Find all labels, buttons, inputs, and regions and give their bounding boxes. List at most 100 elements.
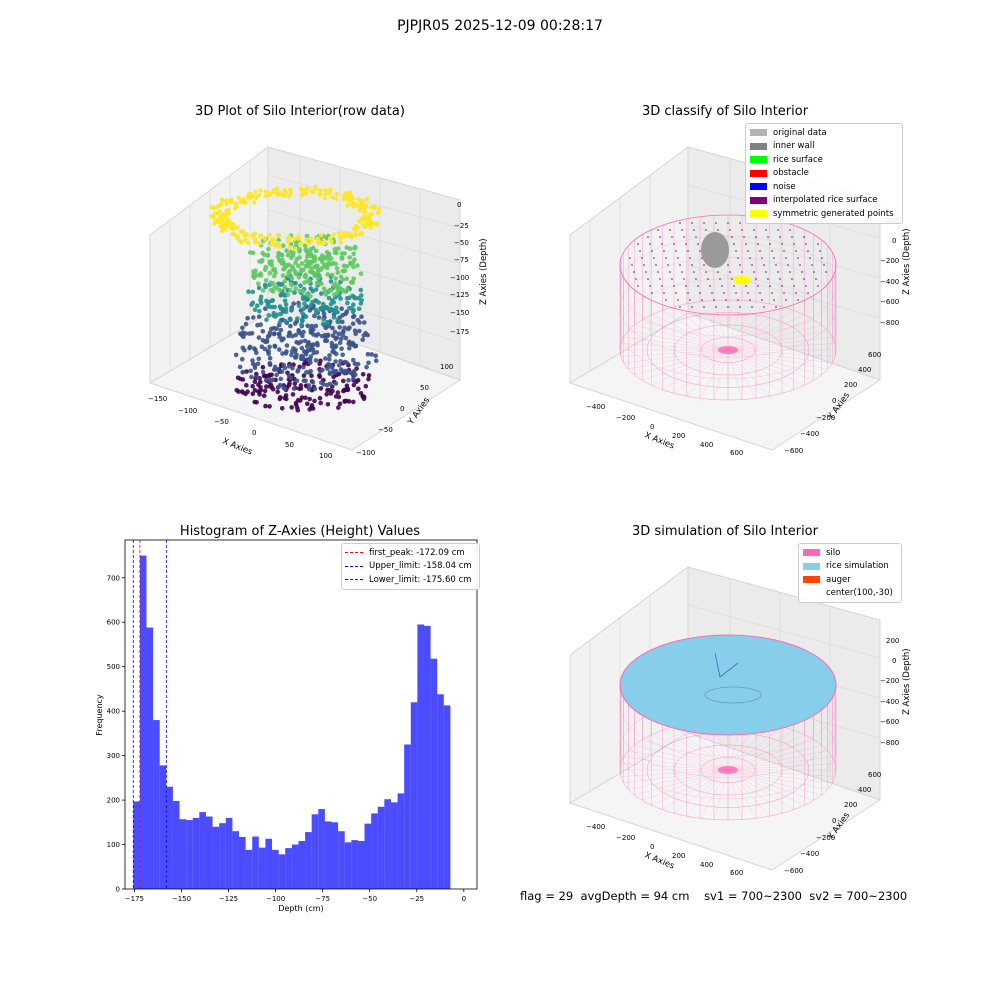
- silo-floor-spoke: [727, 349, 836, 357]
- interpolated-point: [711, 292, 713, 294]
- interpolated-point: [807, 292, 809, 294]
- interpolated-point: [765, 229, 767, 231]
- interpolated-point: [729, 229, 731, 231]
- raw-point: [348, 246, 353, 251]
- interpolated-point: [757, 285, 759, 287]
- raw-point: [332, 250, 338, 255]
- silo-floor-spoke: [727, 744, 822, 771]
- interpolated-point: [727, 264, 729, 266]
- raw-point: [362, 320, 367, 325]
- raw-point: [338, 274, 344, 280]
- raw-point: [368, 218, 373, 223]
- raw-point: [302, 338, 308, 344]
- raw-point: [338, 336, 344, 342]
- raw-point: [369, 352, 374, 357]
- raw-point: [260, 329, 266, 334]
- histogram-bar: [371, 813, 378, 889]
- interpolated-point: [797, 299, 799, 301]
- raw-point: [350, 340, 356, 346]
- silo-floor-spoke: [727, 769, 805, 806]
- simulation-legend-swatch: [803, 549, 820, 557]
- classify-xtick: 400: [700, 441, 713, 449]
- silo-floor-spoke: [623, 756, 729, 771]
- interpolated-point: [691, 306, 693, 308]
- interpolated-point: [823, 264, 825, 266]
- raw-xtick: 50: [285, 441, 294, 449]
- histogram-bar: [219, 823, 226, 889]
- raw-point: [283, 190, 288, 195]
- interpolated-point: [669, 229, 671, 231]
- raw-point: [224, 198, 229, 203]
- raw-point: [315, 342, 320, 348]
- interpolated-point: [803, 236, 805, 238]
- histogram-chart: −175 −150 −125 −100 −75 −50 −25 0 0 100 200 300 400…: [95, 539, 478, 913]
- interpolated-point: [663, 250, 665, 252]
- raw-point: [358, 391, 364, 396]
- raw-point: [335, 319, 340, 325]
- interpolated-point: [751, 264, 753, 266]
- raw-point: [267, 270, 273, 276]
- interpolated-point: [717, 229, 719, 231]
- raw-point: [277, 244, 282, 249]
- simulation-ztick: −400: [880, 698, 899, 706]
- raw-point: [219, 220, 224, 225]
- silo-floor-spoke: [727, 336, 833, 351]
- raw-point: [326, 362, 331, 367]
- interpolated-point: [701, 299, 703, 301]
- histogram-bar: [172, 800, 180, 889]
- simulation-ytick: 400: [858, 786, 871, 794]
- simulation-xtick: 0: [650, 843, 654, 851]
- raw-point: [318, 386, 324, 391]
- interpolated-point: [817, 285, 819, 287]
- interpolated-point: [773, 257, 775, 259]
- classify-ztick: −800: [880, 319, 899, 327]
- raw-point: [275, 389, 280, 395]
- simulation-tick-labels: −400 −200 0 200 400 600 −600 −400 −200 0…: [586, 637, 899, 877]
- raw-point: [224, 216, 229, 221]
- histogram-y-tick-label: 700: [107, 574, 120, 582]
- raw-point: [342, 325, 347, 331]
- rice-surface-depression: [704, 686, 762, 704]
- histogram-x-tick-label: −75: [315, 895, 330, 903]
- interpolated-point: [647, 278, 649, 280]
- histogram-bar: [278, 854, 286, 889]
- interpolated-point: [649, 285, 651, 287]
- interpolated-point: [739, 222, 741, 224]
- silo-floor-spoke: [727, 310, 794, 351]
- raw-point: [304, 292, 310, 297]
- interpolated-point: [733, 285, 735, 287]
- raw-point: [315, 236, 320, 241]
- silo-floor-center: [718, 346, 738, 354]
- silo-floor-spoke: [651, 314, 729, 351]
- raw-point: [336, 363, 342, 368]
- raw-point: [286, 239, 291, 245]
- classify-legend-label: original data: [773, 127, 827, 138]
- simulation-ytick: −200: [816, 834, 835, 842]
- raw-point: [263, 284, 268, 290]
- interpolated-point: [789, 271, 791, 273]
- interpolated-point: [639, 250, 641, 252]
- simulation-ytick: 0: [832, 817, 836, 825]
- raw-3d-plot: −150 −100 −50 0 50 100 −100 −50 0 50 100…: [148, 146, 489, 460]
- simulation-legend: silo rice simulation auger center(100,-30): [798, 543, 902, 603]
- interpolated-point: [803, 278, 805, 280]
- raw-point: [300, 311, 305, 316]
- raw-point: [299, 241, 304, 246]
- raw-point: [232, 232, 237, 237]
- raw-point: [339, 255, 345, 261]
- raw-point: [316, 276, 321, 281]
- silo-floor-spoke: [727, 330, 828, 351]
- silo-wall-ring: [619, 236, 837, 337]
- histogram-bar: [384, 799, 391, 889]
- raw-point: [308, 247, 313, 252]
- silo-floor-spoke: [628, 750, 729, 771]
- raw-point: [350, 196, 355, 201]
- raw-point: [282, 279, 287, 284]
- interpolated-point: [651, 250, 653, 252]
- raw-point: [266, 313, 272, 318]
- raw-point: [250, 193, 256, 199]
- silo-wall-ring: [619, 257, 837, 358]
- classify-plot-title: 3D classify of Silo Interior: [641, 104, 809, 119]
- silo-floor-spoke: [673, 769, 729, 814]
- raw-point: [262, 388, 268, 394]
